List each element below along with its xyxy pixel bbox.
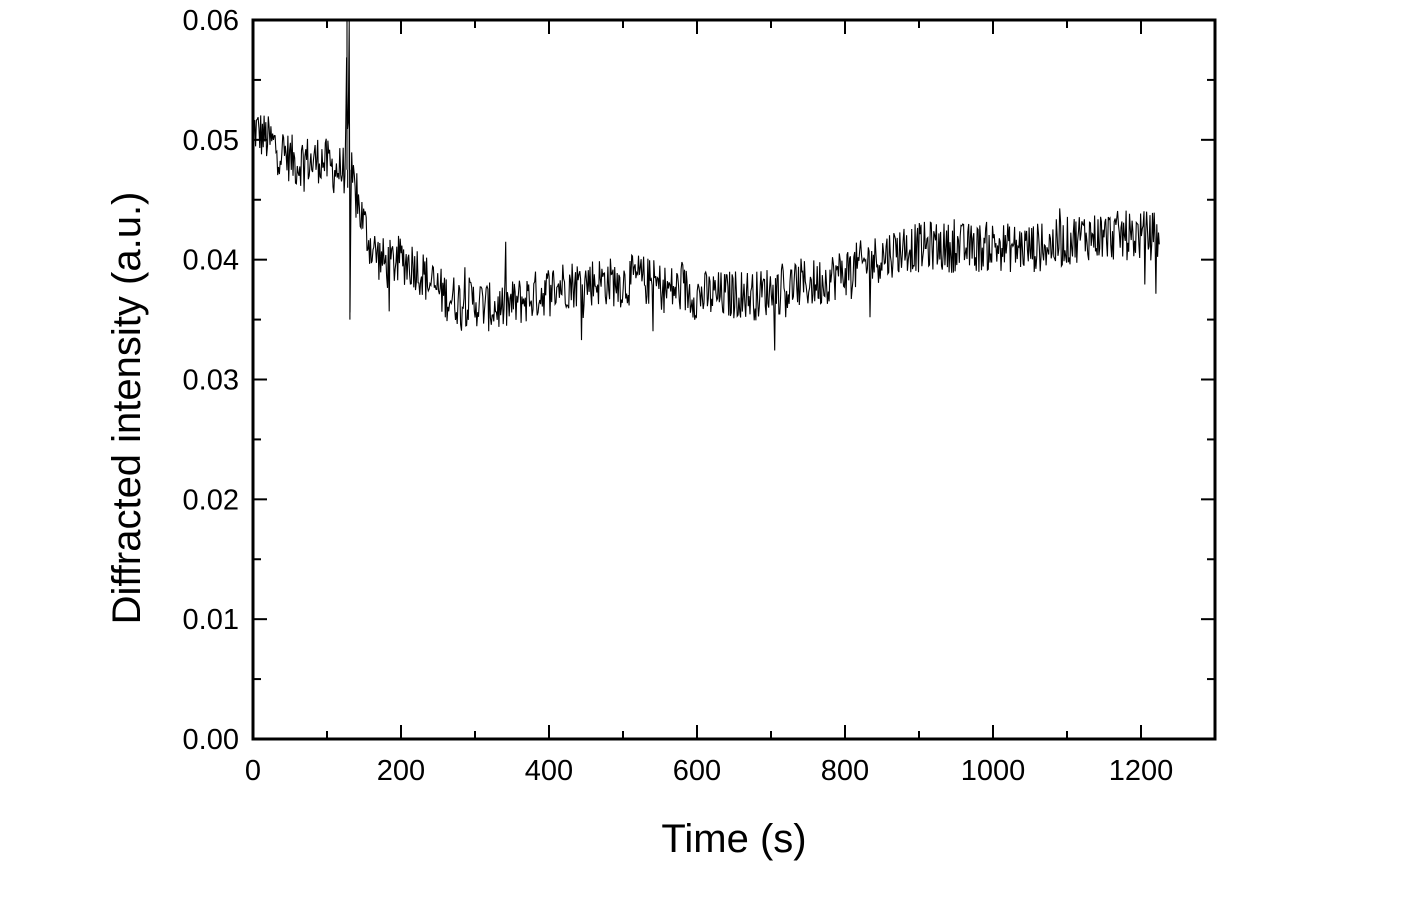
y-tick-label: 0.05	[183, 125, 239, 157]
x-axis-title: Time (s)	[661, 817, 806, 861]
x-tick-label: 0	[245, 755, 261, 787]
x-tick-label: 400	[525, 755, 573, 787]
ticks-layer	[252, 19, 1215, 740]
x-tick-label: 1000	[961, 755, 1026, 787]
y-tick-label: 0.01	[183, 604, 239, 636]
tick-labels-layer: 0 200 400 600 800 1000 1200 0.00 0.01 0.02 0.03 0.0…	[183, 5, 1174, 787]
y-tick-label: 0.04	[183, 245, 239, 277]
x-tick-label: 1200	[1109, 755, 1174, 787]
y-tick-label: 0.00	[183, 724, 239, 756]
y-tick-label: 0.03	[183, 365, 239, 397]
y-tick-label: 0.06	[183, 5, 239, 37]
data-series-line	[252, 20, 1160, 351]
x-tick-label: 600	[673, 755, 721, 787]
x-tick-label: 200	[377, 755, 425, 787]
series-layer	[252, 20, 1160, 351]
y-axis-title: Diffracted intensity (a.u.)	[105, 192, 149, 625]
y-tick-label: 0.02	[183, 484, 239, 516]
x-tick-label: 800	[821, 755, 869, 787]
